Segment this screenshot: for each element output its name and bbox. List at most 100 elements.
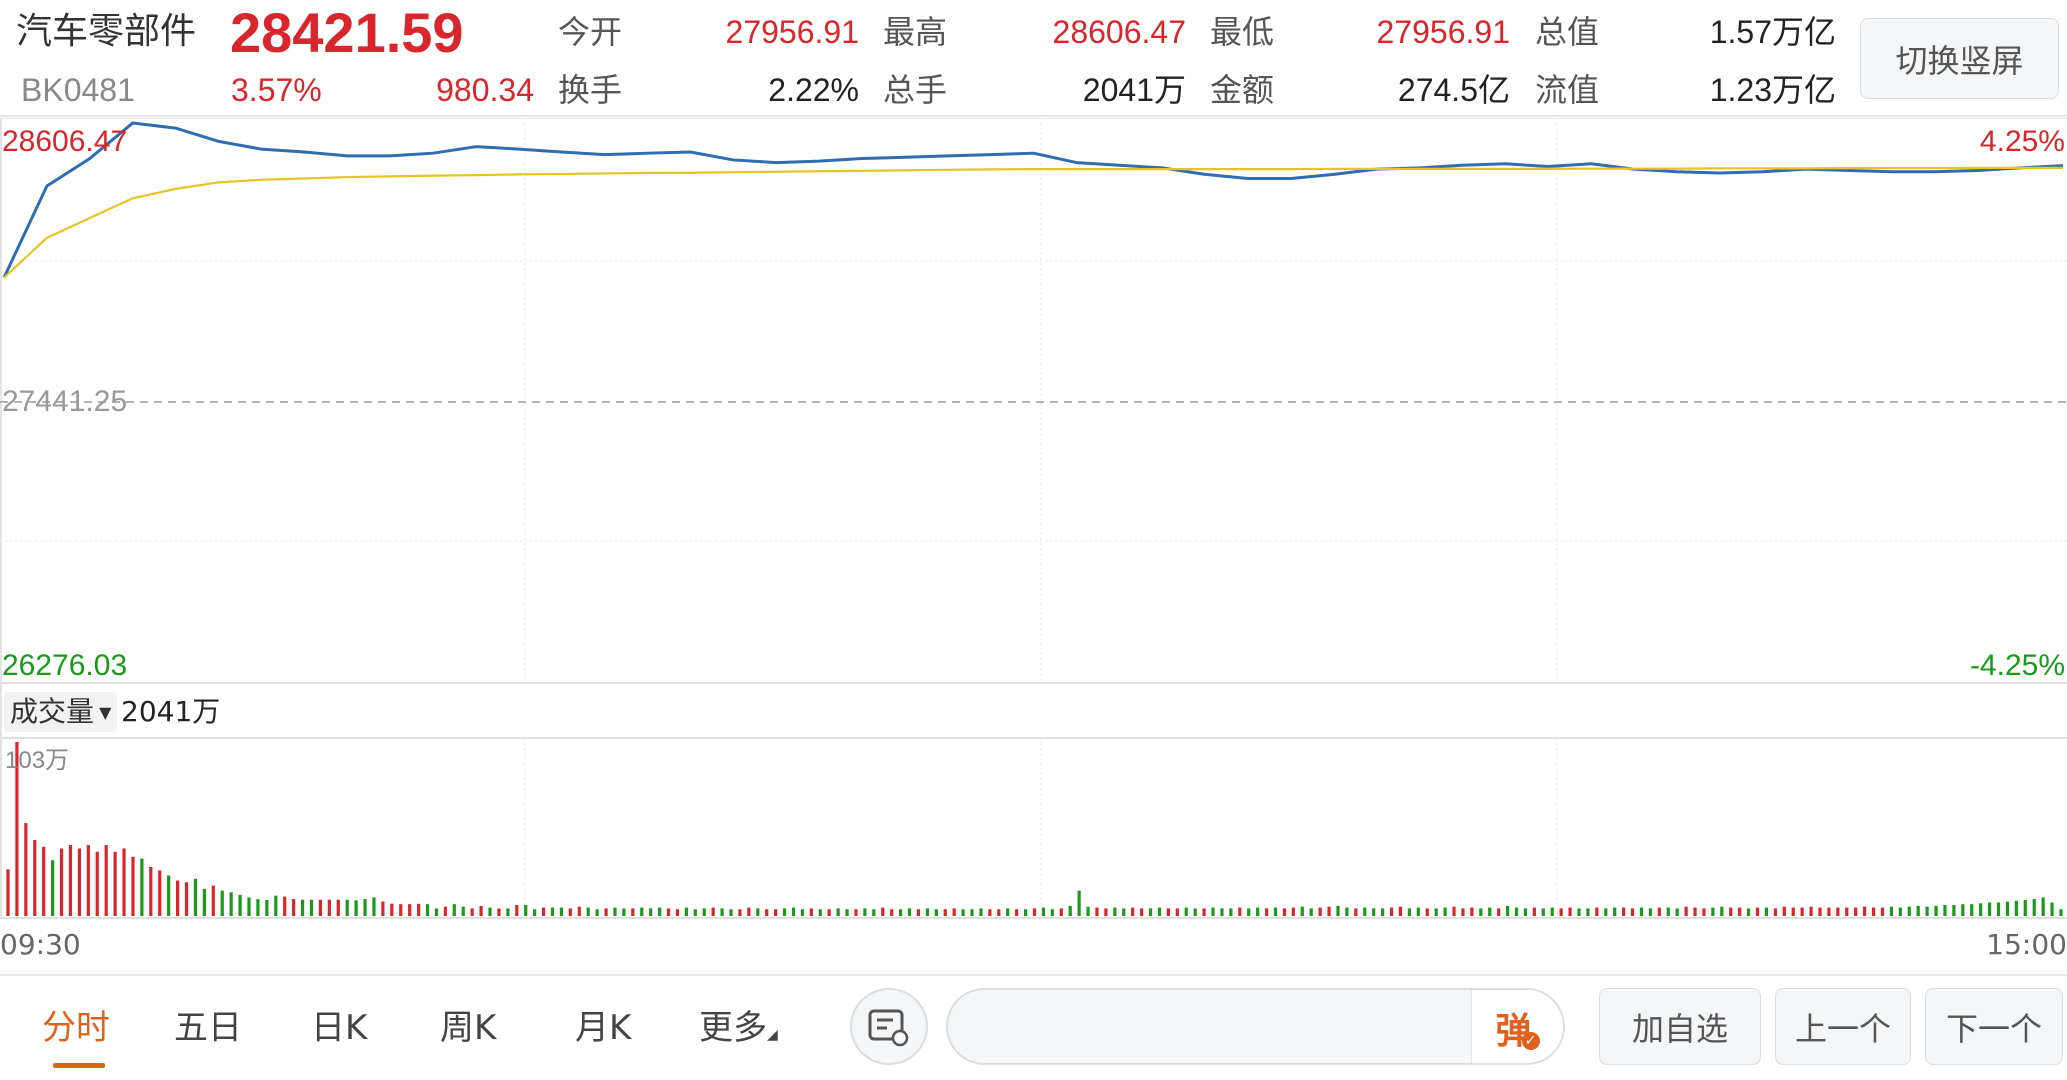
volume-bar (756, 908, 760, 916)
danmaku-toggle[interactable]: 弹 ✓ (1471, 990, 1563, 1063)
stat-value: 28606.47 (1052, 14, 1186, 50)
volume-bar (1282, 908, 1287, 916)
volume-bar (1041, 907, 1046, 916)
volume-bar (1488, 907, 1492, 916)
volume-bar (59, 848, 64, 916)
volume-bar (1755, 907, 1760, 916)
volume-bar (604, 908, 608, 916)
volume-bar (541, 907, 546, 916)
volume-bar (1300, 906, 1304, 916)
tab-label: 周K (440, 1008, 497, 1048)
volume-bar (1318, 907, 1322, 916)
volume-bar (1996, 902, 2001, 916)
volume-bar (1773, 908, 1777, 916)
volume-bar (318, 899, 323, 916)
volume-bar (729, 909, 733, 916)
index-code: BK0481 (21, 72, 135, 108)
volume-bar (961, 909, 965, 916)
volume-bar (1416, 907, 1420, 916)
volume-bar (1354, 908, 1358, 916)
volume-bar (1497, 908, 1501, 916)
stat-label: 换手 (558, 71, 623, 109)
volume-bar (738, 909, 742, 916)
volume-bar (1193, 908, 1197, 916)
volume-bar (1291, 907, 1295, 916)
tab-2[interactable]: 日K (311, 1006, 367, 1050)
volume-bar (1095, 907, 1099, 916)
volume-bar (1854, 907, 1858, 916)
volume-bar (506, 908, 510, 916)
volume-bar (568, 908, 572, 916)
next-button[interactable]: 下一个 (1925, 988, 2063, 1065)
volume-bar (488, 907, 492, 916)
comment-settings-button[interactable] (850, 988, 928, 1065)
indicator-select[interactable]: 成交量 ▼ (4, 692, 118, 732)
volume-bar (417, 903, 421, 916)
volume-bar (622, 908, 626, 916)
volume-bar (167, 875, 171, 916)
y-mid-label: 27441.25 (2, 385, 127, 418)
tab-3[interactable]: 周K (440, 1006, 496, 1050)
stat-label: 流值 (1535, 71, 1600, 109)
volume-bar (631, 908, 635, 916)
volume-bar (33, 839, 37, 916)
volume-bar (461, 906, 465, 916)
volume-bar (1541, 908, 1545, 916)
volume-bar (131, 856, 135, 916)
volume-bar (1345, 907, 1349, 916)
volume-bar (1023, 909, 1028, 916)
volume-bar (1327, 906, 1331, 916)
volume-bar (854, 909, 858, 916)
volume-bar (1845, 907, 1849, 916)
volume-bar (836, 908, 840, 916)
y-max-label: 28606.47 (2, 125, 127, 158)
volume-bar (693, 909, 697, 916)
volume-bar (327, 899, 331, 916)
volume-bar (1961, 904, 1965, 916)
tab-4[interactable]: 月K (575, 1006, 631, 1050)
volume-bar (1050, 909, 1054, 916)
indicator-label: 成交量 (10, 695, 95, 728)
volume-bar (265, 899, 269, 916)
volume-bar (1220, 908, 1224, 916)
volume-bar (1077, 890, 1081, 916)
volume-bar (51, 860, 55, 916)
tab-0[interactable]: 分时 (42, 1006, 110, 1050)
tab-5[interactable]: 更多◢ (699, 1006, 778, 1057)
add-watchlist-button[interactable]: 加自选 (1599, 988, 1761, 1065)
volume-bar (640, 907, 644, 916)
tab-1[interactable]: 五日 (174, 1006, 242, 1050)
volume-bar (336, 899, 340, 916)
volume-bar (1336, 905, 1340, 916)
tab-label: 更多 (699, 1008, 767, 1048)
volume-bar (765, 909, 769, 916)
volume-bar (970, 909, 974, 916)
volume-bar (256, 899, 260, 916)
tab-label: 日K (311, 1008, 368, 1048)
volume-bar (434, 908, 439, 916)
volume-bar (613, 907, 617, 916)
switch-portrait-button[interactable]: 切换竖屏 (1860, 18, 2059, 99)
change-amount: 980.34 (436, 72, 534, 108)
volume-bar (1979, 903, 1983, 916)
check-badge-icon: ✓ (1521, 1031, 1540, 1050)
volume-bar (1461, 908, 1465, 916)
previous-button[interactable]: 上一个 (1775, 988, 1911, 1065)
volume-bar (809, 908, 813, 916)
volume-bar (140, 858, 144, 916)
volume-bar (550, 907, 555, 916)
volume-bar (1675, 908, 1679, 916)
volume-bar (1782, 906, 1786, 916)
volume-bar (1309, 908, 1313, 916)
volume-bar (1006, 908, 1010, 916)
volume-bar (872, 909, 876, 916)
comment-input[interactable]: 弹 ✓ (946, 988, 1565, 1065)
volume-bar (1711, 907, 1715, 916)
volume-bar (791, 907, 796, 916)
volume-bar (354, 900, 358, 916)
volume-bar (1140, 908, 1144, 916)
comment-settings-icon (868, 1009, 909, 1046)
volume-bar (1264, 908, 1269, 916)
volume-bar (1818, 907, 1822, 916)
volume-bar (1157, 907, 1162, 916)
